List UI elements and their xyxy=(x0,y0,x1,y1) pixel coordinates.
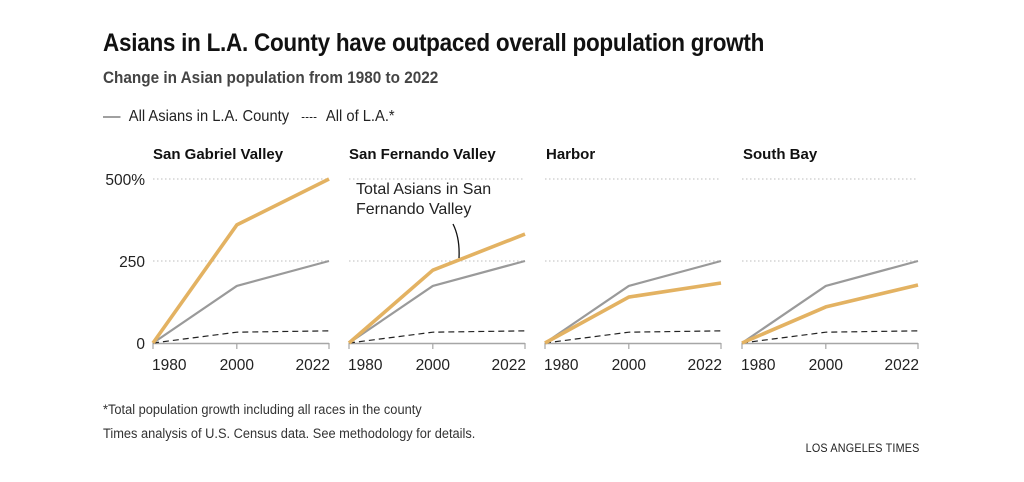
x-tick-label-san-fernando-valley-1980: 1980 xyxy=(348,357,383,374)
annotation-line-1: Total Asians in San xyxy=(356,181,492,198)
panel-title-harbor: Harbor xyxy=(546,146,596,163)
series-all-asians-harbor xyxy=(544,259,722,344)
annotation-line-2: Fernando Valley xyxy=(356,201,472,218)
series-region-asians-south-bay xyxy=(741,283,919,345)
series-all-la-harbor xyxy=(544,330,722,344)
series-all-asians-south-bay xyxy=(741,259,919,344)
annotation-label: Total Asians in San Fernando Valley xyxy=(356,180,491,220)
credit-los-angeles-times: LOS ANGELES TIMES xyxy=(806,441,920,455)
series-all-la-south-bay xyxy=(741,330,919,344)
panel-title-san-gabriel-valley: San Gabriel Valley xyxy=(153,146,284,163)
series-region-asians-harbor xyxy=(544,281,722,345)
x-tick-label-san-gabriel-valley-1980: 1980 xyxy=(152,357,187,374)
panel-title-san-fernando-valley: San Fernando Valley xyxy=(349,146,496,163)
legend-solid-line-symbol xyxy=(103,116,121,118)
annotation-leader-line xyxy=(452,223,460,259)
series-all-la-san-fernando-valley xyxy=(348,330,526,344)
x-tick-label-san-fernando-valley-2022: 2022 xyxy=(492,357,526,374)
series-region-asians-san-fernando-valley xyxy=(347,232,526,345)
series-all-asians-san-gabriel-valley xyxy=(152,259,330,344)
y-tick-label-500: 500% xyxy=(105,172,145,189)
x-tick-label-harbor-1980: 1980 xyxy=(544,357,579,374)
x-tick-label-south-bay-2000: 2000 xyxy=(809,357,844,374)
chart-subtitle: Change in Asian population from 1980 to … xyxy=(103,68,439,87)
x-tick-label-south-bay-1980: 1980 xyxy=(741,357,776,374)
y-tick-label-250: 250 xyxy=(119,254,145,271)
series-region-asians-san-gabriel-valley xyxy=(151,177,330,345)
x-tick-label-harbor-2022: 2022 xyxy=(688,357,722,374)
legend: All Asians in L.A. County All of L.A.* xyxy=(103,108,395,126)
series-all-asians-san-fernando-valley xyxy=(348,259,526,344)
chart-title: Asians in L.A. County have outpaced over… xyxy=(103,29,765,57)
x-tick-label-south-bay-2022: 2022 xyxy=(885,357,919,374)
x-tick-label-san-gabriel-valley-2022: 2022 xyxy=(296,357,330,374)
x-tick-label-san-fernando-valley-2000: 2000 xyxy=(416,357,451,374)
legend-label-all-asians: All Asians in L.A. County xyxy=(128,108,290,125)
footnote-total-population: *Total population growth including all r… xyxy=(103,402,422,417)
series-all-la-san-gabriel-valley xyxy=(152,330,330,344)
footnote-source: Times analysis of U.S. Census data. See … xyxy=(103,426,476,441)
panel-title-south-bay: South Bay xyxy=(743,146,818,163)
x-tick-label-harbor-2000: 2000 xyxy=(612,357,647,374)
x-tick-label-san-gabriel-valley-2000: 2000 xyxy=(220,357,255,374)
y-tick-label-0: 0 xyxy=(136,336,145,353)
legend-dashed-line-symbol xyxy=(302,116,317,118)
legend-label-all-la: All of L.A.* xyxy=(325,108,395,125)
